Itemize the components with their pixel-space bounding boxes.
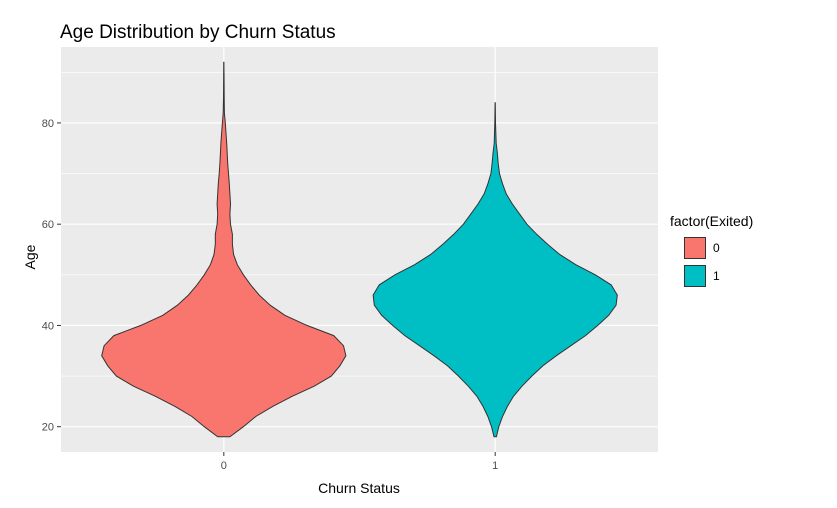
y-axis-label: Age bbox=[22, 244, 38, 269]
legend: factor(Exited) 0 1 bbox=[670, 213, 753, 292]
violins bbox=[101, 61, 618, 438]
legend-label-1: 1 bbox=[713, 269, 720, 283]
x-axis-label: Churn Status bbox=[318, 480, 400, 496]
violin-1 bbox=[372, 102, 618, 438]
axes: 20 40 60 80 0 1 bbox=[42, 118, 498, 472]
legend-label-0: 0 bbox=[713, 241, 720, 255]
y-tick-label: 40 bbox=[42, 320, 54, 332]
legend-swatch-0 bbox=[684, 237, 706, 259]
legend-item-1: 1 bbox=[670, 264, 753, 288]
legend-item-0: 0 bbox=[670, 236, 753, 260]
y-tick-label: 80 bbox=[42, 118, 54, 130]
violin-0 bbox=[101, 61, 347, 438]
chart-title: Age Distribution by Churn Status bbox=[60, 22, 336, 43]
legend-swatch-1 bbox=[684, 265, 706, 287]
y-tick-label: 60 bbox=[42, 219, 54, 231]
x-tick-label: 1 bbox=[492, 460, 498, 472]
legend-title: factor(Exited) bbox=[670, 213, 754, 229]
y-tick-label: 20 bbox=[42, 422, 54, 434]
x-tick-label: 0 bbox=[221, 460, 227, 472]
